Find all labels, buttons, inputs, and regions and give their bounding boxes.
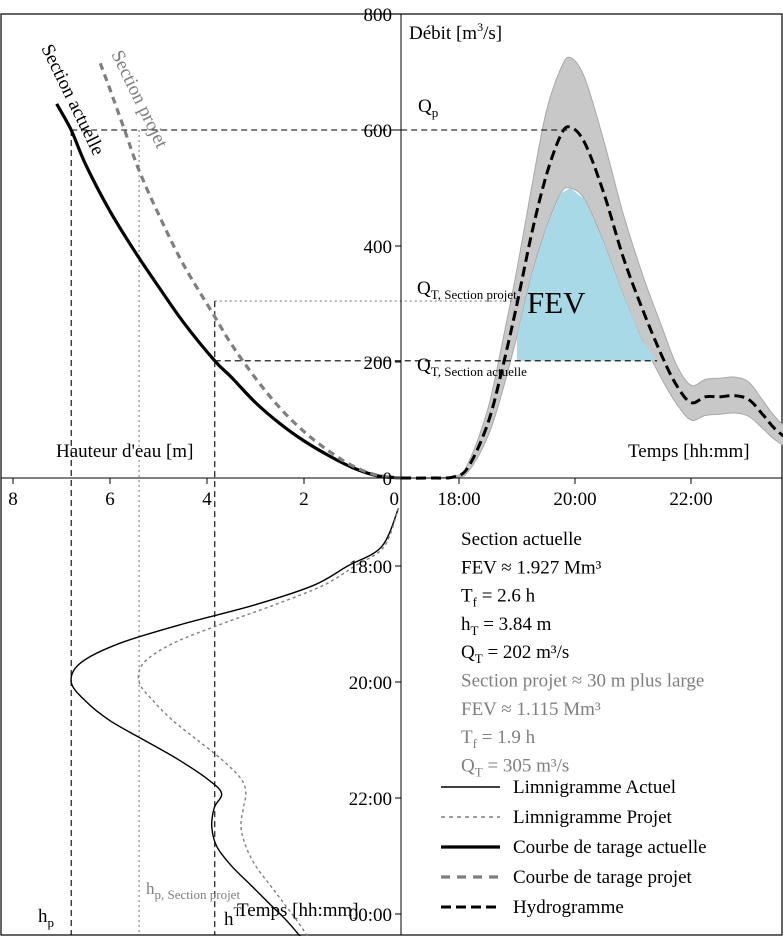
legend: Limnigramme Actuel Limnigramme Projet Cour… <box>441 777 707 918</box>
stat-line: Tf = 1.9 h <box>461 727 536 751</box>
label-hp: hp <box>38 906 54 930</box>
stat-line: Tf = 2.6 h <box>461 586 536 610</box>
stat-line: Section actuelle <box>461 529 582 550</box>
tick-label-ty-18:00: 18:00 <box>349 557 392 578</box>
stat-line: Section projet ≈ 30 m plus large <box>461 671 704 692</box>
hp-projet-sub: p, Section projet <box>155 887 241 902</box>
legend-label: Courbe de tarage actuelle <box>513 837 707 858</box>
stat-symbol: T <box>461 727 473 748</box>
legend-label: Courbe de tarage projet <box>513 867 693 888</box>
q-p-main: Q <box>418 96 432 117</box>
tick-label-y-0: 0 <box>383 469 393 490</box>
axis-label-temps-right: Temps [hh:mm] <box>628 441 750 462</box>
axis-label-hauteur: Hauteur d'eau [m] <box>56 441 193 462</box>
series-lines <box>55 62 783 936</box>
stat-symbol: Q <box>461 755 475 776</box>
tick-label-h-8: 8 <box>8 489 18 510</box>
stat-line: FEV ≈ 1.115 Mm³ <box>461 699 601 720</box>
stat-line: FEV ≈ 1.927 Mm³ <box>461 557 602 578</box>
tick-label-h-4: 4 <box>202 489 212 510</box>
qt-actuelle-sub: T, Section actuelle <box>431 364 527 379</box>
stat-value: = 202 m³/s <box>483 642 570 663</box>
axis-label-debit: Débit [m3/s] <box>409 20 502 44</box>
stat-subscript: T <box>475 651 483 666</box>
fev-area <box>517 188 658 361</box>
tick-label-ty-22:00: 22:00 <box>349 789 392 810</box>
hp-sub: p <box>48 915 55 930</box>
stat-value: = 305 m³/s <box>483 755 570 776</box>
tick-label-t-18:00: 18:00 <box>437 489 480 510</box>
annotation-section-actuelle: Section actuelle <box>37 41 109 159</box>
axis-ticks: 0 200 400 600 800 8 6 4 2 0 18:00 20:00 22:00 00:00 18… <box>8 5 712 926</box>
tick-label-ty-00:00: 00:00 <box>349 905 392 926</box>
stat-symbol: h <box>461 614 471 635</box>
tick-label-h-2: 2 <box>299 489 309 510</box>
label-qt-actuelle: QT, Section actuelle <box>417 355 527 379</box>
tick-label-h-6: 6 <box>105 489 115 510</box>
ht-sub: T <box>234 904 242 919</box>
stat-subscript: T <box>475 764 483 779</box>
label-hp-projet: hp, Section projet <box>146 879 240 902</box>
legend-label: Hydrogramme <box>513 897 624 918</box>
figure-frame <box>0 13 783 936</box>
stat-subscript: f <box>473 736 478 751</box>
qt-projet-main: Q <box>417 278 431 299</box>
stat-line: QT = 305 m³/s <box>461 755 569 779</box>
label-qt-projet: QT, Section projet <box>417 278 517 302</box>
debit-end: /s] <box>483 23 502 44</box>
band-area <box>400 56 783 479</box>
qt-projet-sub: T, Section projet <box>431 287 517 302</box>
axis-label-temps-bottom: Temps [hh:mm] <box>237 900 359 921</box>
stat-subscript: f <box>473 595 478 610</box>
stat-value: = 1.9 h <box>477 727 536 748</box>
tick-label-y-400: 400 <box>364 237 393 258</box>
stat-symbol: T <box>461 586 473 607</box>
debit-sup: 3 <box>477 20 483 34</box>
rating-curve-actuelle <box>55 103 402 480</box>
confidence-band <box>400 56 783 479</box>
stat-line: hT = 3.84 m <box>461 614 552 638</box>
hydrograph-line <box>400 125 783 480</box>
stat-value: = 3.84 m <box>478 614 551 635</box>
limnigramme-projet <box>137 507 400 936</box>
tick-label-ty-20:00: 20:00 <box>349 673 392 694</box>
qt-actuelle-main: Q <box>417 355 431 376</box>
tick-label-y-200: 200 <box>364 353 393 374</box>
stats-block: Section actuelle FEV ≈ 1.927 Mm³ Tf = 2.6 … <box>461 529 704 779</box>
hp-main: h <box>38 906 48 927</box>
label-ht: hT <box>224 904 242 930</box>
fev-region <box>517 188 658 361</box>
stat-line: QT = 202 m³/s <box>461 642 569 666</box>
stat-value: = 2.6 h <box>477 586 536 607</box>
ht-main: h <box>224 909 234 930</box>
tick-label-h-0: 0 <box>390 489 400 510</box>
debit-main: Débit [m <box>409 23 477 44</box>
tick-label-t-22:00: 22:00 <box>669 489 712 510</box>
tick-label-t-20:00: 20:00 <box>553 489 596 510</box>
tick-label-y-600: 600 <box>364 121 393 142</box>
legend-label: Limnigramme Projet <box>513 807 673 828</box>
limnigramme-actuel <box>70 507 400 936</box>
tick-label-y-800: 800 <box>364 5 393 26</box>
hp-projet-main: h <box>146 879 155 898</box>
stat-symbol: Q <box>461 642 475 663</box>
guide-lines <box>70 129 658 935</box>
q-p-sub: p <box>432 105 439 120</box>
label-fev: FEV <box>527 285 586 320</box>
stat-subscript: T <box>471 623 479 638</box>
label-q-p: Qp <box>418 96 438 120</box>
legend-label: Limnigramme Actuel <box>513 777 676 798</box>
